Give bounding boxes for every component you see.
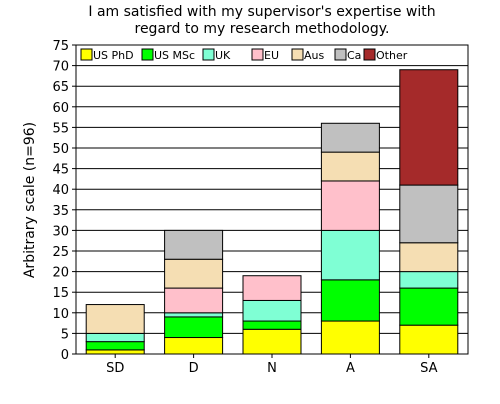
y-tick-label: 0 (61, 348, 69, 363)
chart-title: I am satisfied with my supervisor's expe… (88, 4, 435, 37)
y-tick-label: 30 (52, 224, 69, 239)
bar-segment-eu (320, 180, 380, 231)
bar-segment-aus (399, 242, 459, 273)
bar-segment-other (399, 69, 459, 186)
y-tick-label: 25 (52, 245, 69, 260)
y-tick-label: 40 (52, 183, 69, 198)
legend-label: US PhD (93, 49, 134, 62)
bar-segment-us-msc (164, 316, 224, 339)
legend: US PhD US MSc UK EU Aus Ca Other (80, 48, 408, 62)
bar-segment-aus (320, 151, 380, 182)
bar-segment-us-msc (399, 287, 459, 326)
legend-label: EU (264, 49, 279, 62)
legend-swatch-ca (334, 48, 347, 61)
y-tick-label: 50 (52, 142, 69, 157)
bar-segment-us-phd (320, 320, 380, 355)
x-axis-ticks: SD D N A SA (106, 354, 438, 376)
x-tick-label: D (189, 361, 199, 376)
bar-segment-us-phd (85, 349, 145, 355)
legend-label: US MSc (154, 49, 195, 62)
y-tick-label: 10 (52, 307, 69, 322)
y-tick-label: 75 (52, 39, 69, 54)
bar-segment-uk (320, 229, 380, 281)
legend-swatch-aus (291, 48, 304, 61)
bar-segment-aus (164, 258, 224, 289)
chart-title-line-2: regard to my research methodology. (135, 21, 390, 37)
bar-segment-ca (399, 184, 459, 244)
bar-segment-us-msc (320, 279, 380, 322)
y-tick-label: 5 (61, 327, 69, 342)
x-tick-label: A (346, 361, 355, 376)
bar-segment-eu (242, 275, 302, 301)
legend-label: Other (376, 49, 408, 62)
y-tick-label: 15 (52, 286, 69, 301)
bar-segment-ca (320, 122, 380, 153)
legend-label: Ca (347, 49, 361, 62)
legend-swatch-other (363, 48, 376, 61)
legend-swatch-us-phd (80, 48, 93, 61)
bar-segment-uk (164, 312, 224, 318)
legend-swatch-us-msc (141, 48, 154, 61)
x-tick-label: SD (106, 361, 124, 376)
bar-segment-aus (85, 304, 145, 334)
bar-segment-ca (164, 229, 224, 260)
bar-segment-us-phd (164, 337, 224, 355)
y-tick-label: 65 (52, 80, 69, 95)
y-tick-label: 60 (52, 101, 69, 116)
chart-title-line-1: I am satisfied with my supervisor's expe… (88, 4, 435, 20)
y-tick-label: 70 (52, 60, 69, 75)
y-tick-label: 35 (52, 204, 69, 219)
bar-segment-uk (399, 271, 459, 289)
y-tick-label: 45 (52, 163, 69, 178)
y-axis-ticks: 0 5 10 15 20 25 30 35 40 45 50 55 60 65 70 75 (52, 39, 76, 363)
legend-swatch-eu (251, 48, 264, 61)
bar-segment-eu (164, 287, 224, 314)
x-tick-label: SA (420, 361, 437, 376)
y-axis-label: Arbitrary scale (n=96) (22, 122, 38, 278)
bar-segment-us-phd (399, 324, 459, 355)
bar-segment-us-phd (242, 328, 302, 355)
bars (85, 69, 459, 355)
y-tick-label: 20 (52, 266, 69, 281)
bar-segment-us-msc (242, 320, 302, 330)
legend-swatch-uk (202, 48, 215, 61)
legend-label: Aus (304, 49, 324, 62)
y-tick-label: 55 (52, 121, 69, 136)
bar-segment-us-msc (85, 341, 145, 351)
x-tick-label: N (267, 361, 277, 376)
legend-label: UK (215, 49, 231, 62)
bar-segment-uk (242, 299, 302, 322)
bar-segment-uk (85, 332, 145, 343)
